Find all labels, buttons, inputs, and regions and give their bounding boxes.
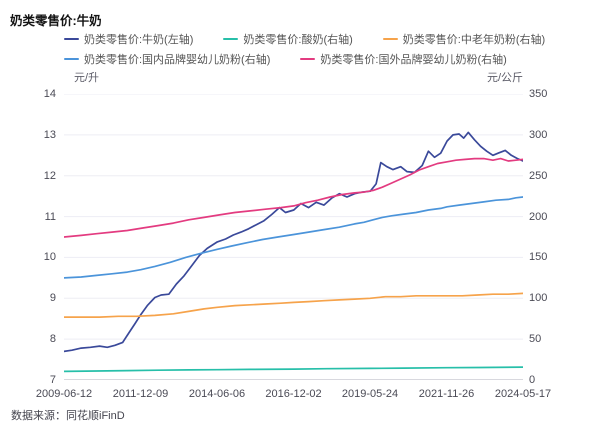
chart-title: 奶类零售价:牛奶: [10, 14, 102, 28]
x-axis-tick: 2009-06-12: [35, 388, 93, 400]
x-axis-tick: 2021-11-26: [418, 388, 475, 400]
line-marker-icon: [223, 37, 239, 41]
right-axis-tick: 250: [529, 169, 548, 182]
left-axis-tick: 13: [43, 128, 56, 141]
plot-area: [64, 94, 523, 380]
legend-item-milk[interactable]: 奶类零售价:牛奶(左轴): [64, 31, 193, 47]
x-axis-tick: 2016-12-02: [265, 388, 322, 400]
legend-item-foreign-infant-formula[interactable]: 奶类零售价:国外品牌婴幼儿奶粉(右轴): [300, 51, 507, 67]
x-axis-tick: 2011-12-09: [112, 388, 169, 400]
left-axis-tick: 7: [49, 374, 56, 386]
right-axis-unit: 元/公斤: [487, 72, 524, 84]
data-source-note: 数据来源：同花顺iFinD: [11, 410, 125, 422]
legend-label: 奶类零售价:国内品牌婴幼儿奶粉(右轴): [84, 54, 271, 66]
line-marker-icon: [64, 57, 79, 61]
right-axis-tick: 100: [529, 292, 548, 305]
legend-row-2: 奶类零售价:国内品牌婴幼儿奶粉(右轴) 奶类零售价:国外品牌婴幼儿奶粉(右轴): [64, 52, 545, 66]
legend-row-1: 奶类零售价:牛奶(左轴) 奶类零售价:酸奶(右轴) 奶类零售价:中老年奶粉(右轴…: [64, 32, 545, 46]
left-axis-tick: 9: [49, 292, 56, 305]
right-axis-tick: 150: [529, 251, 548, 264]
legend-label: 奶类零售价:中老年奶粉(右轴): [402, 34, 546, 46]
left-axis: 14 13 12 11 10 9 8 7: [0, 0, 56, 439]
line-marker-icon: [382, 37, 398, 41]
x-axis-tick: 2014-06-06: [188, 388, 246, 400]
right-axis: 350 300 250 200 150 100 50 0: [529, 0, 569, 439]
legend-item-elder-milk-powder[interactable]: 奶类零售价:中老年奶粉(右轴): [382, 31, 546, 47]
right-axis-tick: 200: [529, 210, 548, 223]
left-axis-tick: 11: [44, 210, 56, 223]
x-axis-tick: 2024-05-17: [494, 388, 552, 400]
left-axis-tick: 10: [43, 251, 56, 264]
legend-label: 奶类零售价:牛奶(左轴): [84, 34, 194, 46]
right-axis-tick: 350: [529, 88, 548, 100]
right-axis-tick: 50: [529, 333, 542, 346]
right-axis-tick: 0: [529, 374, 536, 386]
line-marker-icon: [64, 37, 79, 41]
legend: 奶类零售价:牛奶(左轴) 奶类零售价:酸奶(右轴) 奶类零售价:中老年奶粉(右轴…: [64, 32, 545, 72]
legend-item-domestic-infant-formula[interactable]: 奶类零售价:国内品牌婴幼儿奶粉(右轴): [64, 51, 270, 67]
legend-item-yogurt[interactable]: 奶类零售价:酸奶(右轴): [223, 31, 353, 47]
line-marker-icon: [300, 57, 316, 61]
left-axis-tick: 12: [43, 169, 56, 182]
left-axis-unit: 元/升: [74, 72, 100, 84]
left-axis-tick: 14: [43, 88, 56, 100]
legend-label: 奶类零售价:酸奶(右轴): [243, 34, 353, 46]
left-axis-tick: 8: [49, 333, 56, 346]
legend-label: 奶类零售价:国外品牌婴幼儿奶粉(右轴): [320, 54, 507, 66]
x-axis-tick: 2019-05-24: [341, 388, 399, 400]
right-axis-tick: 300: [529, 128, 548, 141]
